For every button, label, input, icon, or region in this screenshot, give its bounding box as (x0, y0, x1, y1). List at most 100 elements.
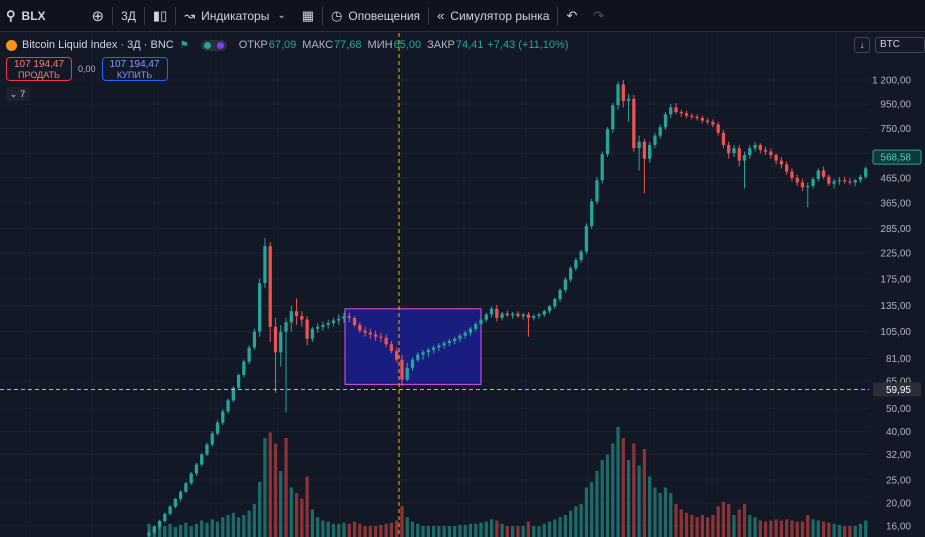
candle-body (695, 116, 699, 119)
undo-button[interactable]: ↶ (558, 0, 585, 32)
candle-body (310, 328, 315, 339)
candle (316, 323, 320, 333)
volume-bar (268, 432, 272, 537)
candle (178, 490, 183, 502)
price-tick-label: 81,00 (886, 354, 911, 365)
price-tick-label: 285,00 (880, 224, 911, 235)
candle-body (711, 121, 715, 125)
price-chart[interactable]: 1 200,00950,00750,00590,00465,00365,0028… (0, 33, 925, 537)
volume-bar (205, 522, 209, 537)
divider (322, 6, 324, 25)
candle-body (595, 180, 599, 202)
indicator-collapse-button[interactable]: ⌄ 7 (6, 87, 29, 101)
volume-bar (574, 506, 578, 537)
candle (321, 321, 325, 331)
candle-body (753, 144, 757, 149)
low-label: МИН (367, 39, 393, 51)
replay-icon: « (437, 8, 445, 23)
candle-body (284, 322, 288, 332)
volume-bar (331, 523, 336, 537)
volume-bar (837, 524, 842, 537)
buy-button[interactable]: 107 194,47 КУПИТЬ (101, 57, 168, 81)
volume-bar (848, 526, 852, 537)
price-tick-label: 225,00 (880, 248, 911, 259)
candle-body (574, 260, 578, 269)
volume-bar (584, 487, 589, 537)
candle (637, 135, 641, 171)
candle (600, 151, 604, 184)
candle (426, 347, 430, 358)
volume-bar (395, 520, 399, 537)
candle (284, 317, 288, 413)
add-symbol-button[interactable]: ⊕ (84, 0, 113, 32)
sell-button[interactable]: 107 194,47 ПРОДАТЬ (6, 57, 72, 81)
volume-bar (653, 487, 657, 537)
candle (252, 328, 257, 350)
candle (310, 326, 315, 342)
candle-body (273, 326, 278, 353)
candle-body (806, 186, 810, 188)
candle (626, 93, 631, 122)
highlight-rectangle[interactable] (344, 308, 482, 386)
redo-button[interactable]: ↷ (585, 0, 612, 32)
candle-body (584, 225, 589, 252)
candle (447, 338, 452, 347)
volume-bar (352, 521, 357, 537)
interval-button[interactable]: 3Д (113, 0, 144, 32)
candle (621, 80, 625, 108)
symbol-name[interactable]: Bitcoin Liquid Index · 3Д · BNC (22, 39, 174, 51)
candle-body (637, 141, 641, 149)
volume-bar (547, 521, 552, 537)
candle (853, 179, 857, 187)
candle (632, 94, 636, 152)
volume-bar (474, 523, 478, 537)
volume-bar (458, 524, 462, 537)
candle-body (716, 124, 720, 133)
high-value: 77,68 (334, 39, 362, 51)
candle-body (358, 324, 362, 331)
candle (157, 519, 162, 530)
candle (342, 312, 346, 324)
candle (837, 176, 842, 185)
scroll-down-button[interactable]: ↓ (854, 37, 870, 53)
volume-bar (431, 526, 436, 537)
alerts-button[interactable]: ◷ Оповещения (323, 0, 428, 32)
volume-bar (189, 526, 193, 537)
trade-panel: 107 194,47 ПРОДАТЬ 0,00 107 194,47 КУПИТ… (6, 57, 168, 81)
candle (458, 333, 462, 342)
candle (737, 144, 741, 167)
candle-body (547, 306, 552, 312)
visibility-toggle[interactable] (200, 39, 227, 51)
volume-bar (194, 523, 199, 537)
replay-button[interactable]: « Симулятор рынка (429, 0, 557, 32)
volume-bar (236, 517, 241, 537)
chart-type-button[interactable]: ▮▯ (145, 0, 175, 32)
candle (373, 330, 378, 341)
symbol-legend: Bitcoin Liquid Index · 3Д · BNC ⚑ ОТКР 6… (6, 37, 569, 53)
currency-select[interactable]: BTC (875, 37, 925, 53)
volume-bar (816, 520, 820, 537)
price-tick-label: 750,00 (880, 124, 911, 135)
indicators-button[interactable]: ↝ Индикаторы ⌄ (176, 0, 294, 32)
low-value: 65,00 (393, 39, 422, 51)
volume-bar (658, 493, 662, 537)
crosshair-price-label: 59,95 (886, 385, 911, 396)
candle (648, 141, 652, 163)
layouts-button[interactable]: ▦ (294, 0, 322, 32)
candle (742, 151, 747, 189)
candle-body (663, 114, 668, 128)
candle (405, 362, 409, 382)
volume-bar (637, 465, 641, 537)
volume-bar (252, 504, 257, 537)
candle (864, 166, 868, 180)
volume-bar (289, 487, 293, 537)
candle-body (163, 513, 167, 521)
volume-bar (769, 520, 773, 537)
candle-body (489, 308, 494, 315)
candle-body (247, 347, 251, 362)
volume-bar (157, 521, 162, 537)
symbol-search[interactable]: ⚲ BLX (0, 0, 84, 32)
candle-body (705, 120, 710, 122)
volume-bar (300, 498, 304, 537)
flag-icon[interactable]: ⚑ (179, 39, 189, 51)
